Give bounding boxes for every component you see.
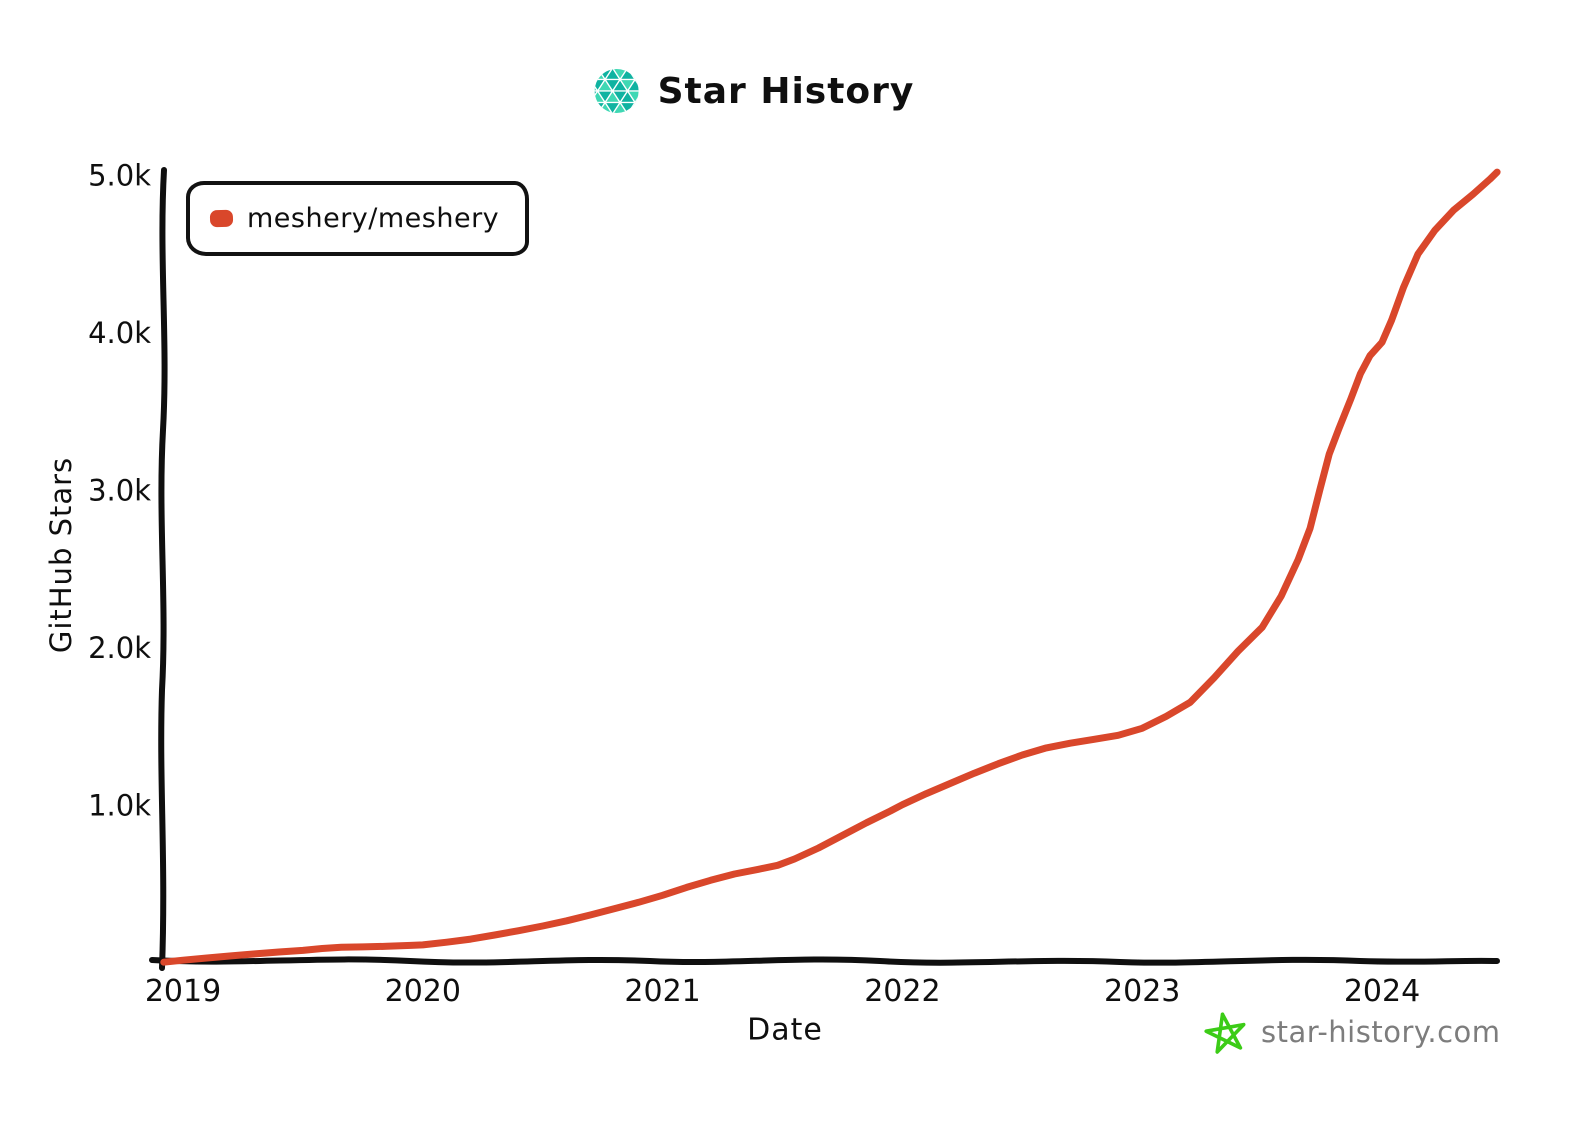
- x-axis-title: Date: [747, 1012, 823, 1048]
- star-history-logo-icon: [594, 69, 639, 113]
- y-tick-label-3.0k: 3.0k: [88, 473, 151, 507]
- y-tick-label-5.0k: 5.0k: [88, 158, 151, 192]
- legend-marker-meshery: [209, 209, 234, 228]
- x-tick-label-2021: 2021: [624, 974, 700, 1009]
- star-icon: [1204, 1012, 1246, 1054]
- x-axis-line: [149, 956, 1500, 966]
- y-tick-label-1.0k: 1.0k: [88, 788, 151, 822]
- chart-title-block: Star History: [594, 68, 915, 114]
- legend: meshery/meshery: [186, 181, 530, 256]
- chart-title: Star History: [657, 70, 915, 112]
- x-tick-label-2024: 2024: [1344, 974, 1420, 1009]
- x-tick-label-2019: 2019: [145, 974, 221, 1009]
- legend-label-meshery: meshery/meshery: [247, 203, 500, 234]
- watermark: star-history.com: [1203, 1008, 1501, 1056]
- watermark-site-label: star-history.com: [1261, 1015, 1501, 1049]
- x-tick-label-2022: 2022: [864, 974, 940, 1009]
- y-axis-line: [158, 167, 168, 971]
- y-axis-title: GitHub Stars: [44, 456, 78, 654]
- x-tick-label-2023: 2023: [1104, 974, 1180, 1009]
- x-tick-label-2020: 2020: [385, 974, 461, 1009]
- y-tick-label-4.0k: 4.0k: [88, 316, 151, 350]
- series-line-meshery: [160, 168, 1501, 966]
- y-tick-label-2.0k: 2.0k: [88, 631, 151, 665]
